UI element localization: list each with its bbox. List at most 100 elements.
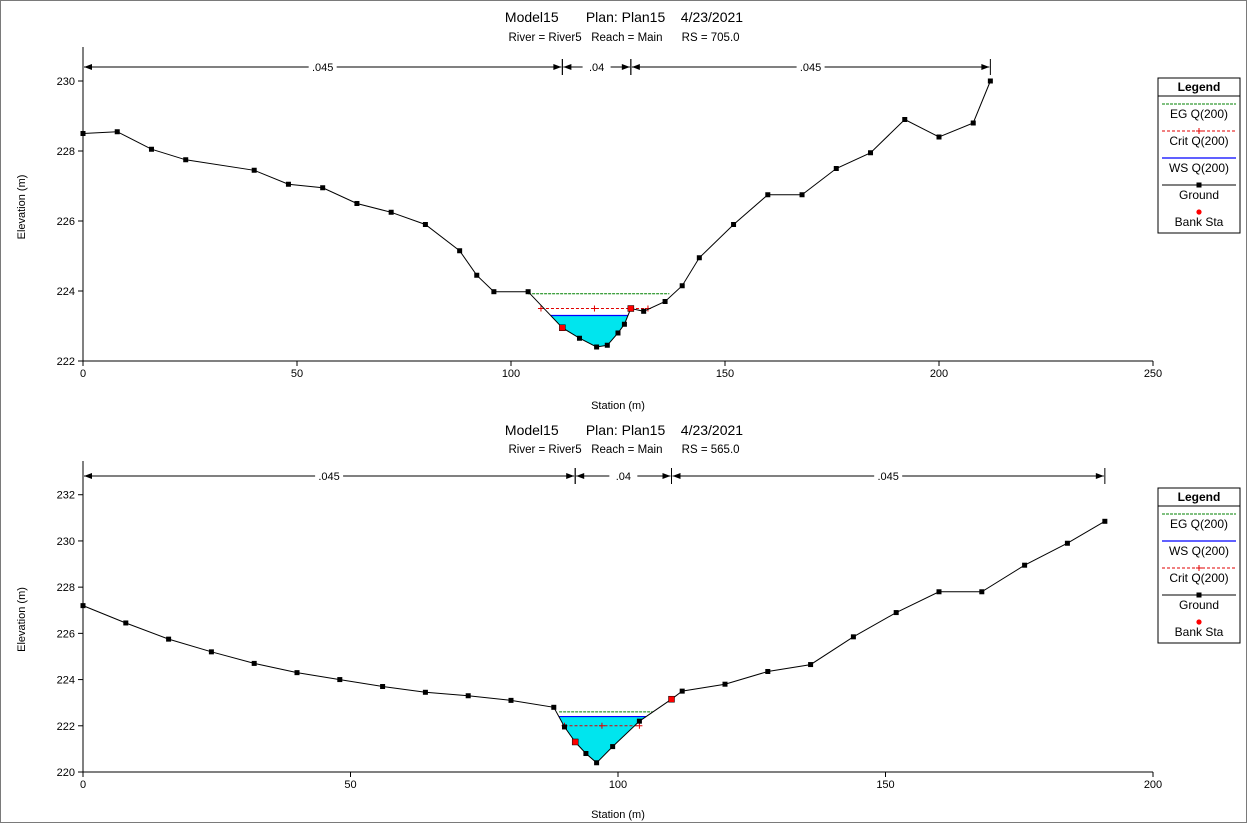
chart-2-mannings-arrow [1095, 473, 1104, 479]
chart-2-ground-point [893, 610, 899, 616]
chart-1-ground-point [731, 222, 737, 227]
chart-2-legend-title: Legend [1178, 490, 1221, 504]
chart-1-ground-point [615, 330, 621, 336]
chart-1-ground-point [936, 134, 942, 140]
chart-2-legend-swatch [1196, 619, 1202, 625]
chart-1-mannings-arrow [563, 64, 572, 70]
chart-1-group: Model15 Plan: Plan15 4/23/2021 River = Ri… [16, 9, 1241, 412]
chart-1-title: Model15 Plan: Plan15 4/23/2021 [505, 9, 743, 25]
chart-1-x-tick-label: 250 [1144, 368, 1162, 380]
chart-1-ground-point [474, 272, 480, 278]
chart-1-ground-point [80, 131, 86, 136]
chart-2-ground-point [562, 724, 567, 730]
chart-1-ground-point [696, 255, 702, 261]
chart-1-y-tick-label: 230 [57, 76, 75, 88]
chart-2-x-tick-label: 50 [344, 779, 356, 791]
chart-1-ground-point [388, 209, 394, 215]
chart-2-ground-point [551, 704, 557, 710]
chart-2-ground-point [80, 603, 86, 609]
chart-2-mannings-arrow [566, 473, 575, 479]
chart-2-ground-point [936, 589, 942, 595]
chart-2-ground-point [294, 670, 300, 676]
chart-1-x-tick-label: 100 [502, 368, 520, 380]
chart-1-legend-swatch [1196, 209, 1202, 215]
chart-2-x-axis-label: Station (m) [591, 809, 645, 821]
chart-1-ground-point [604, 342, 610, 348]
chart-2-title: Model15 Plan: Plan15 4/23/2021 [505, 422, 743, 438]
chart-2-crit-marker [598, 722, 605, 729]
chart-1-y-tick-label: 224 [57, 286, 75, 298]
chart-2-ground-point [123, 620, 129, 626]
chart-2-ground-point [208, 649, 214, 655]
chart-1-ground-point [285, 181, 291, 187]
chart-2-ground-point [465, 693, 471, 699]
chart-2-x-tick-label: 0 [80, 779, 86, 791]
chart-1-ground-point [799, 192, 805, 198]
chart-1-mannings-value: .045 [312, 62, 333, 74]
chart-1-ground-line [82, 80, 991, 348]
chart-2-ground-point [679, 688, 685, 694]
chart-1-x-tick-label: 0 [80, 368, 86, 380]
chart-1-x-tick-label: 150 [716, 368, 734, 380]
chart-1-x-tick-label: 50 [291, 368, 303, 380]
chart-1-y-tick-label: 222 [57, 356, 75, 368]
chart-1-ground-point [868, 150, 874, 156]
chart-2-y-tick-label: 232 [57, 490, 75, 502]
chart-2-legend-label: Bank Sta [1175, 625, 1224, 639]
chart-2-ground-point [166, 636, 172, 642]
chart-2-ground-point [610, 744, 616, 750]
chart-2-y-tick-label: 224 [57, 675, 75, 687]
chart-2-y-tick-label: 220 [57, 767, 75, 779]
chart-1-ground-point [114, 129, 120, 135]
chart-1-legend-title: Legend [1178, 80, 1221, 94]
chart-2-legend: Legend EG Q(200) WS Q(200) Crit Q(200) Groun… [1157, 487, 1241, 644]
chart-1-ground-point [594, 344, 600, 350]
chart-1-bank-station [559, 324, 566, 331]
chart-1-ground-point [970, 120, 976, 126]
chart-1-mannings-arrow [84, 64, 92, 70]
chart-1-y-tick-label: 226 [57, 216, 75, 228]
chart-2-ground-point [1022, 562, 1028, 568]
chart-1-ground-point [457, 248, 463, 254]
chart-2-legend-label: Ground [1179, 598, 1219, 612]
chart-1-legend-label: Bank Sta [1175, 215, 1224, 229]
chart-2-ground-point [251, 660, 257, 666]
chart-2-ground-point [380, 684, 386, 690]
chart-2-ground-line [82, 520, 1106, 764]
chart-1-legend-label: Ground [1179, 188, 1219, 202]
chart-1-legend: Legend EG Q(200) Crit Q(200) WS Q(200) Groun… [1157, 77, 1241, 234]
chart-1-mannings-value: .04 [589, 62, 604, 74]
chart-2-ground-point [1102, 518, 1108, 524]
chart-1-ground-point [576, 335, 582, 341]
chart-2-ground-point [508, 697, 514, 703]
chart-2-ground-point [765, 668, 771, 674]
chart-2-x-tick-label: 200 [1144, 779, 1162, 791]
chart-1-crit-marker [537, 305, 544, 312]
chart-1-ground-point [765, 192, 771, 198]
chart-1-subtitle: River = River5 Reach = Main RS = 705.0 [508, 32, 739, 44]
chart-1-y-tick-label: 228 [57, 146, 75, 158]
chart-2-y-axis-label: Elevation (m) [16, 587, 28, 652]
chart-2-water-area [558, 716, 647, 763]
chart-1-ground-point [491, 289, 497, 295]
chart-1-ground-point [987, 78, 993, 84]
chart-1-ground-point [354, 201, 360, 206]
chart-2-ground-point [636, 718, 642, 724]
chart-2-mannings-value: .04 [616, 471, 631, 483]
chart-2-subtitle: River = River5 Reach = Main RS = 565.0 [508, 444, 739, 456]
chart-1-legend-swatch [1196, 128, 1202, 134]
chart-2-bank-station [571, 738, 579, 746]
chart-2-group: Model15 Plan: Plan15 4/23/2021 River = Ri… [16, 422, 1241, 821]
chart-2-ground-point [594, 760, 600, 766]
chart-2-mannings-arrow [672, 473, 681, 479]
chart-2-crit-marker [636, 722, 643, 729]
chart-1-x-axis-label: Station (m) [591, 400, 645, 412]
chart-2-y-tick-label: 230 [57, 536, 75, 548]
chart-1-crit-marker [591, 305, 598, 312]
chart-2-ground-point [808, 662, 814, 668]
chart-2-legend-swatch [1196, 565, 1202, 571]
chart-2-ground-point [850, 634, 856, 640]
chart-1-legend-label: Crit Q(200) [1169, 134, 1228, 148]
chart-2-legend-label: Crit Q(200) [1169, 571, 1228, 585]
